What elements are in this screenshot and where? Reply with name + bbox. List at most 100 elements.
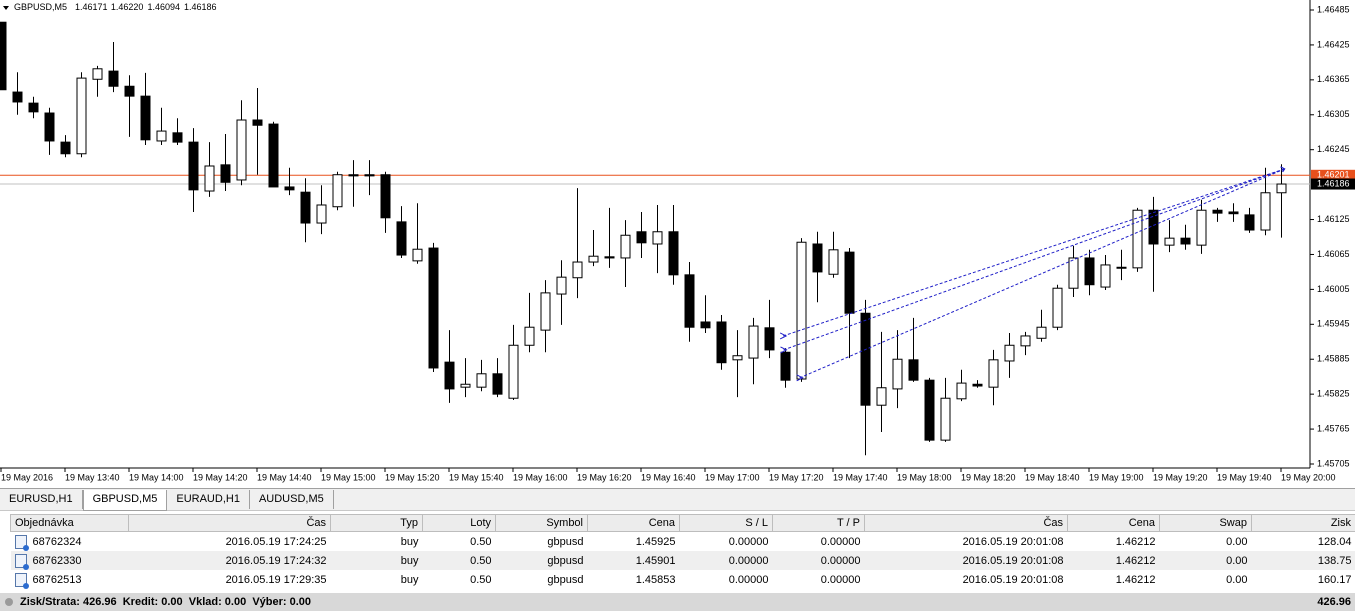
cell-text: 68762513 (32, 573, 82, 586)
cell: 1.46212 (1068, 532, 1160, 552)
cell: gbpusd (496, 570, 588, 589)
candle-body-down (492, 373, 503, 395)
candle-body-down (124, 85, 135, 97)
candle-body-up (92, 68, 103, 80)
chart-tab[interactable]: GBPUSD,M5 (82, 490, 168, 511)
cell: 0.00 (1160, 570, 1252, 589)
candle-body-up (732, 355, 743, 361)
order-row: 68762324 2016.05.19 17:24:25 buy 0.50 gbpusd… (11, 532, 1355, 552)
candle-body-down (300, 191, 311, 224)
candle-body-down (780, 351, 791, 381)
cell: buy (331, 532, 423, 552)
x-tick-label: 19 May 17:40 (833, 472, 888, 482)
candle-body-up (1260, 192, 1271, 231)
cell-text: 0.00 (1226, 535, 1248, 548)
candle-body-down (188, 141, 199, 191)
cell-text: 1.45925 (635, 535, 676, 548)
cell-text: 1.46212 (1115, 573, 1156, 586)
symbol: GBPUSD,M5 (14, 2, 67, 12)
candle-body-up (1068, 257, 1079, 289)
candle-body-down (812, 243, 823, 273)
cell: 0.00000 (773, 532, 865, 552)
x-tick-label: 19 May 15:40 (449, 472, 504, 482)
cell-text: 2016.05.19 17:24:32 (225, 554, 327, 567)
cell: 68762324 (11, 532, 129, 552)
cell-text: 2016.05.19 20:01:08 (962, 554, 1064, 567)
candle-body-up (1052, 287, 1063, 328)
candle-body-down (28, 102, 39, 113)
cell: 1.46212 (1067, 551, 1160, 570)
total: 426.96 (1317, 596, 1351, 608)
candle-body-down (252, 119, 263, 126)
cell-text: 0.00000 (728, 535, 769, 548)
cell-text: 0.50 (470, 554, 492, 567)
candle-body-up (1036, 326, 1047, 339)
candle-body-down (364, 174, 375, 177)
y-tick-label: 1.46305 (1317, 109, 1350, 119)
cell: 2016.05.19 20:01:08 (865, 532, 1068, 552)
column-header: Zisk (1251, 514, 1355, 532)
candle-body-up (1020, 335, 1031, 347)
candle-body-down (908, 359, 919, 381)
y-tick-label: 1.46365 (1317, 74, 1350, 84)
candle-body-down (284, 186, 295, 191)
cell-text: 2016.05.19 17:29:35 (225, 573, 327, 586)
y-tick-label: 1.45885 (1317, 354, 1350, 364)
entry-marker (780, 346, 788, 354)
y-tick-label: 1.46425 (1317, 39, 1350, 49)
cell-text: 0.00000 (820, 535, 861, 548)
candle-body-down (348, 174, 359, 177)
candle-body-down (140, 95, 151, 141)
ohlc-value: 1.46220 (111, 2, 144, 12)
chart-tab[interactable]: EURUSD,H1 (0, 490, 83, 509)
cell-text: 128.04 (1317, 535, 1352, 548)
x-tick-label: 19 May 17:20 (769, 472, 824, 482)
column-header: Typ (330, 514, 423, 532)
x-tick-label: 19 May 14:20 (193, 472, 248, 482)
x-tick-label: 19 May 19:20 (1153, 472, 1208, 482)
candle-body-up (156, 130, 167, 142)
cell: 0.50 (423, 570, 496, 589)
chart-tab[interactable]: AUDUSD,M5 (250, 490, 334, 509)
x-tick-label: 19 May 18:40 (1025, 472, 1080, 482)
candle-body-up (1100, 264, 1111, 288)
candle-body-down (972, 383, 983, 387)
candle-body-down (1212, 209, 1223, 214)
candle-body-up (236, 119, 247, 181)
candle-body-up (1276, 183, 1287, 194)
cell-text: 0.50 (470, 573, 492, 586)
column-header: Objednávka (10, 514, 129, 532)
candle-body-down (636, 231, 647, 244)
candle-body-up (1196, 209, 1207, 246)
candle-body-up (876, 387, 887, 406)
x-tick-label: 19 May 16:40 (641, 472, 696, 482)
y-tick-label: 1.45945 (1317, 319, 1350, 329)
candle-body-down (268, 123, 279, 188)
menu-arrow[interactable] (3, 6, 9, 10)
candle-body-down (12, 91, 23, 103)
cell: 0.50 (422, 551, 496, 570)
candle-body-down (668, 231, 679, 276)
cell: 0.00 (1159, 551, 1252, 570)
cell-text: 0.00 (1226, 554, 1248, 567)
candle-body-up (460, 383, 471, 388)
cell: 0.50 (423, 532, 496, 552)
candle-body-up (620, 234, 631, 259)
candle-body-up (940, 397, 951, 441)
order-icon (14, 553, 29, 570)
cell-text: 68762330 (32, 554, 82, 567)
cell: 1.45853 (588, 570, 680, 589)
cell: 128.04 (1252, 532, 1355, 552)
cell-text: gbpusd (547, 573, 584, 586)
column-header: Cena (1067, 514, 1160, 532)
cell-text: 138.75 (1317, 554, 1352, 567)
candle-body-down (844, 251, 855, 314)
cell-text: buy (400, 554, 419, 567)
column-header: Swap (1159, 514, 1252, 532)
status-icon (5, 598, 13, 606)
chart-tab[interactable]: EURAUD,H1 (167, 490, 250, 509)
cell: 138.75 (1251, 551, 1355, 570)
x-tick-label: 19 May 16:00 (513, 472, 568, 482)
cell-text: 2016.05.19 17:24:25 (225, 535, 327, 548)
